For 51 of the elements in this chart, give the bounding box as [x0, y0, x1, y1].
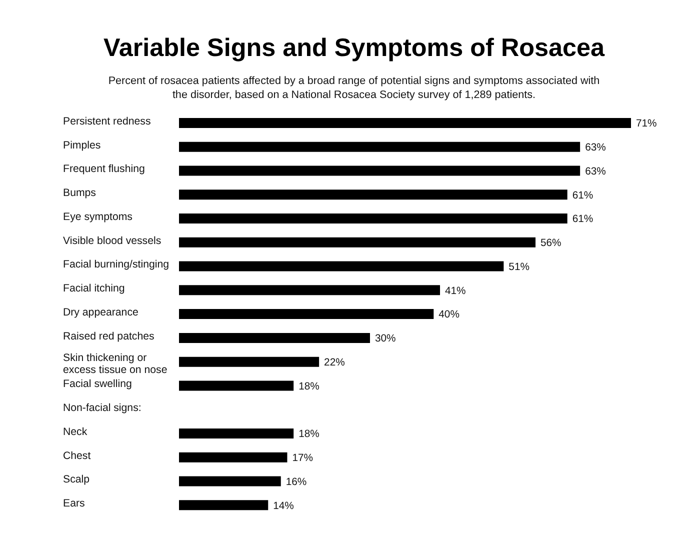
bar	[179, 380, 294, 391]
bar	[179, 500, 268, 510]
y-tick-label: Persistent redness	[63, 115, 151, 128]
y-tick-label: Ears	[63, 498, 85, 510]
chart-title: Variable Signs and Symptoms of Rosacea	[102, 33, 606, 63]
data-label: 56%	[540, 238, 562, 250]
y-tick-label: Facial burning/stinging	[63, 258, 170, 271]
bar	[179, 118, 631, 128]
y-tick-label: Bumps	[63, 187, 96, 200]
bar	[179, 285, 440, 296]
y-tick-label: Chest	[63, 450, 91, 462]
data-label: 61%	[572, 214, 594, 226]
data-label: 17%	[292, 452, 314, 464]
text: Non-facial signs:	[63, 402, 142, 414]
data-label: 18%	[298, 381, 320, 392]
y-tick-label: Pimples	[63, 139, 101, 152]
data-label: 14%	[273, 500, 294, 512]
data-label: 22%	[324, 357, 345, 368]
y-tick-label: Dry appearance	[63, 306, 138, 318]
bar	[179, 476, 281, 486]
data-label: 63%	[585, 142, 606, 154]
data-label: 18%	[298, 429, 320, 440]
bar	[179, 166, 580, 176]
bar	[179, 214, 568, 224]
y-tick-label: Eye symptoms	[63, 210, 132, 223]
data-label: 71%	[636, 118, 657, 130]
y-tick-label: Facial itching	[63, 282, 125, 295]
bar	[179, 237, 536, 248]
chart-subtitle: Percent of rosacea patients affected by a broad range of potential signs and symptoms associated with the disorder, based on a National Rosacea Society survey of 1,289 patients.	[107, 75, 601, 102]
bar	[179, 428, 294, 438]
data-label: 16%	[286, 476, 307, 488]
data-label: 40%	[438, 310, 460, 321]
y-tick-label: Neck	[63, 426, 88, 438]
bar	[179, 356, 320, 367]
bar	[179, 190, 568, 200]
y-tick-label: Raised red patches	[63, 330, 154, 342]
y-tick-label: Facial swelling	[63, 378, 132, 390]
data-label: 30%	[374, 334, 396, 345]
y-tick-label: Frequent flushing	[63, 163, 145, 176]
y-tick-label: Visible blood vessels	[63, 234, 162, 247]
bar	[179, 309, 434, 320]
bar	[179, 261, 504, 272]
data-label: 61%	[572, 190, 594, 202]
y-tick-label: Scalp	[63, 474, 90, 486]
data-label: 41%	[445, 286, 466, 297]
data-label: 63%	[585, 166, 606, 178]
bar	[179, 452, 288, 462]
data-label: 51%	[508, 262, 530, 273]
y-tick-label: Skin thickening or excess tissue on nose	[63, 352, 168, 376]
bar	[179, 332, 370, 343]
bar	[179, 142, 580, 152]
